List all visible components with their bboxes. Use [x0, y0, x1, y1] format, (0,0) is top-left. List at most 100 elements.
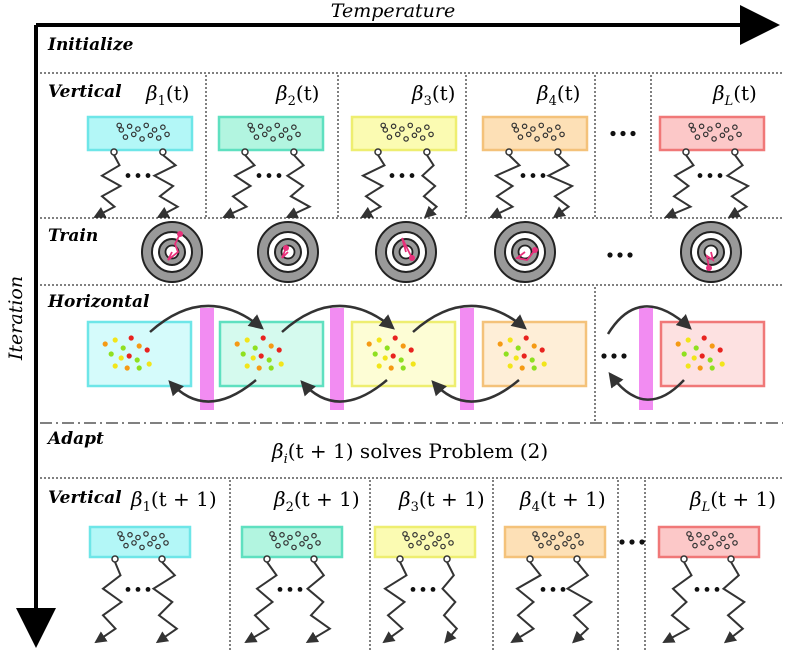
walker-start	[111, 555, 119, 563]
train-ellipsis	[607, 252, 633, 258]
particles	[102, 335, 152, 371]
particle	[136, 365, 142, 371]
particle	[707, 357, 713, 363]
particle	[268, 365, 274, 371]
walk-path	[441, 561, 459, 644]
train-point	[177, 231, 183, 237]
particle	[525, 131, 532, 138]
particle	[247, 122, 254, 129]
stage-vertical: Vertical	[48, 82, 122, 102]
particle	[408, 542, 414, 549]
particle	[372, 351, 378, 357]
particles	[380, 122, 434, 142]
dot	[607, 252, 613, 258]
walker-column	[217, 115, 325, 219]
particle	[558, 531, 564, 537]
particles	[234, 335, 284, 371]
particle	[291, 124, 297, 131]
walk-path	[420, 154, 439, 219]
particle	[428, 531, 434, 537]
walk-path	[222, 154, 257, 219]
particle	[539, 347, 545, 353]
beta-t-labels: β1(t) β2(t) β3(t) β4(t) βL(t)	[145, 81, 757, 109]
particle	[538, 542, 544, 549]
dot	[410, 587, 416, 592]
walker-start	[110, 148, 118, 156]
particle	[147, 132, 154, 139]
particle	[139, 544, 145, 551]
particle	[390, 353, 396, 359]
particle	[728, 532, 734, 539]
particles	[511, 122, 565, 142]
particle	[127, 531, 133, 538]
walker-start	[727, 555, 735, 563]
particle	[261, 131, 268, 138]
dot	[560, 587, 566, 592]
section-separators	[40, 72, 783, 479]
particle	[723, 127, 730, 133]
particle	[448, 540, 454, 546]
dot	[717, 173, 723, 178]
particle	[155, 135, 162, 141]
particle	[717, 347, 723, 353]
train-point	[409, 255, 415, 261]
particle	[253, 134, 260, 140]
particle	[685, 363, 691, 369]
particles	[117, 531, 169, 551]
particle	[135, 534, 141, 541]
target	[680, 221, 742, 283]
dot	[520, 173, 526, 178]
particle	[542, 132, 549, 139]
walker-start	[159, 148, 167, 156]
walker-start	[290, 148, 298, 156]
dot	[620, 130, 626, 137]
train-point	[283, 245, 289, 251]
particle	[444, 532, 450, 539]
swap-arrow	[606, 305, 692, 335]
particle	[295, 131, 301, 138]
swap-replica	[86, 320, 193, 388]
particle	[400, 365, 406, 371]
particle	[424, 544, 430, 551]
particle	[291, 544, 297, 551]
target	[141, 221, 203, 283]
particle	[704, 534, 710, 541]
particles	[402, 531, 454, 551]
particle	[732, 124, 738, 131]
walker-start	[423, 148, 431, 156]
particle	[249, 127, 256, 133]
swap-replica	[218, 320, 325, 388]
particle	[102, 341, 108, 347]
particle	[120, 345, 126, 351]
particle	[126, 353, 132, 359]
stage-adapt: Adapt	[46, 429, 104, 449]
walker-column	[373, 525, 477, 644]
dot	[639, 539, 645, 545]
walk-path	[244, 561, 278, 644]
dot	[145, 587, 151, 592]
replica-box	[350, 115, 458, 152]
particle	[143, 531, 149, 537]
particle	[542, 531, 548, 538]
particle	[546, 540, 552, 546]
particle	[266, 357, 272, 363]
particle	[707, 126, 713, 132]
replica-box	[481, 320, 588, 388]
particle	[529, 357, 535, 363]
walker-ellipsis	[540, 587, 566, 592]
dot	[399, 173, 405, 178]
particle	[400, 343, 406, 349]
particle	[701, 335, 707, 341]
particle	[108, 351, 114, 357]
walk-path	[93, 154, 123, 218]
particle	[163, 540, 169, 546]
column-separators	[205, 75, 652, 650]
walk-path	[305, 561, 332, 644]
particle	[144, 347, 150, 353]
particle	[271, 535, 277, 542]
particle	[531, 365, 537, 371]
walker-start	[310, 555, 318, 563]
walker-start	[374, 148, 382, 156]
walker-ellipsis	[410, 587, 436, 592]
